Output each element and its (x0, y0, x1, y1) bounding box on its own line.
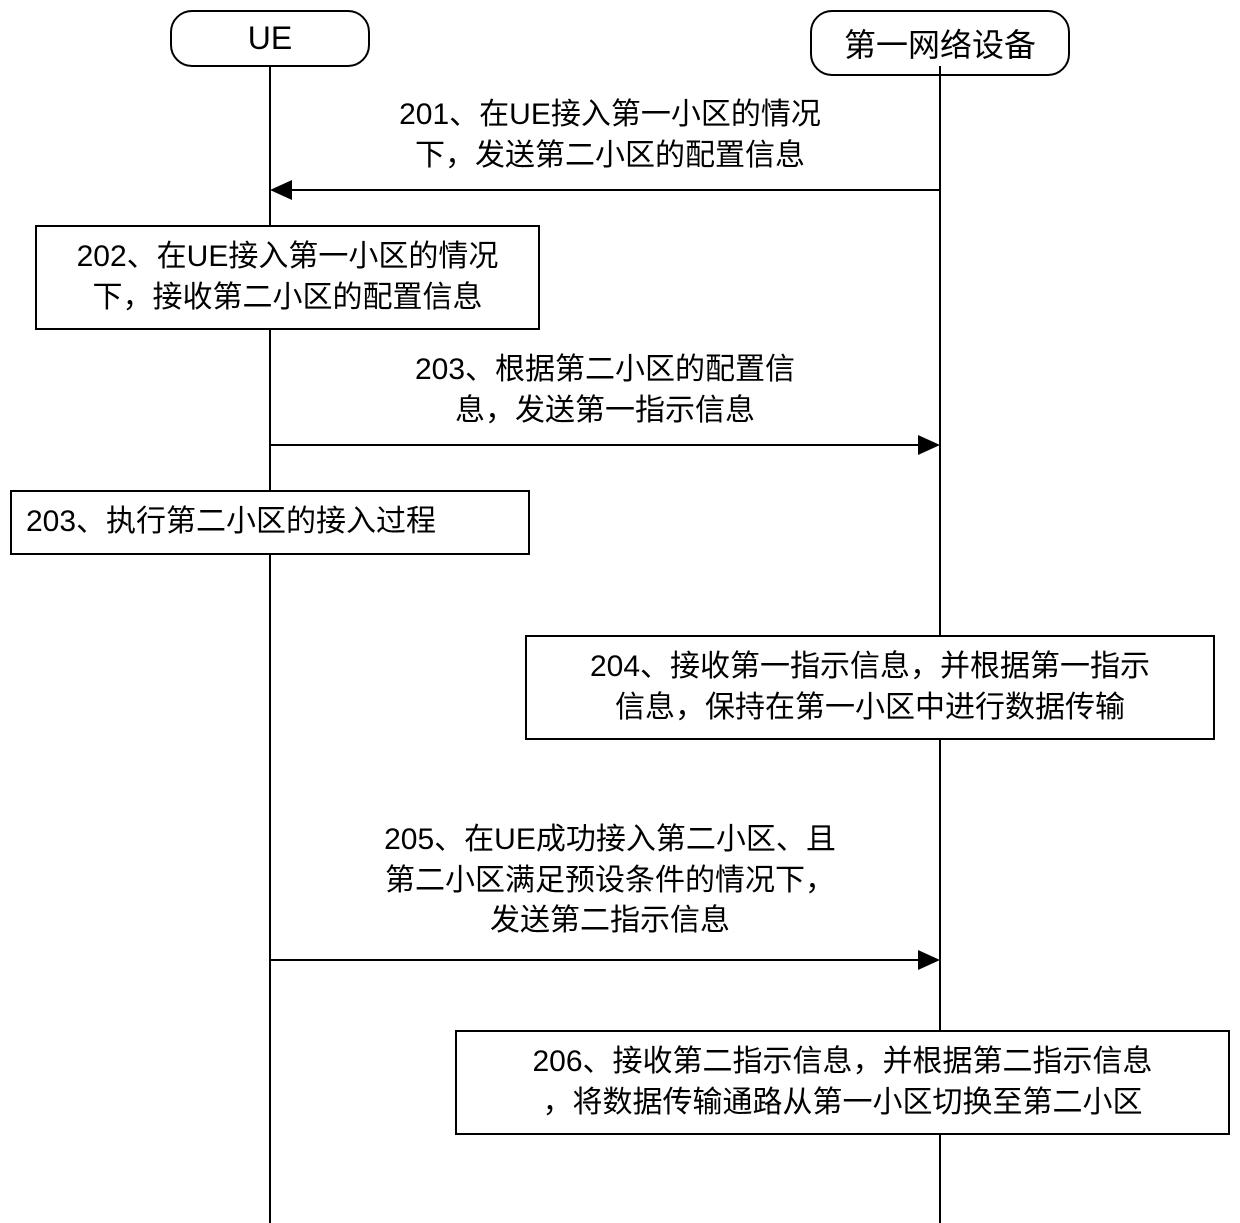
msg-203a-arrow-line (270, 444, 918, 446)
msg-203a-line2: 息，发送第一指示信息 (455, 394, 755, 427)
lifeline-net-seg2 (939, 735, 941, 1030)
box-202-line2: 下，接收第二小区的配置信息 (93, 281, 483, 314)
msg-205-line1: 205、在UE成功接入第二小区、且 (384, 823, 836, 856)
box-206-line1: 206、接收第二指示信息，并根据第二指示信息 (532, 1045, 1152, 1078)
box-206-line2: ，将数据传输通路从第一小区切换至第二小区 (543, 1086, 1143, 1119)
lifeline-ue-seg2 (269, 325, 271, 490)
msg-201-arrow-line (292, 189, 940, 191)
msg-201-arrow-head (270, 180, 292, 200)
sequence-diagram: UE 第一网络设备 201、在UE接入第一小区的情况 下，发送第二小区的配置信息… (0, 0, 1240, 1223)
box-204: 204、接收第一指示信息，并根据第一指示 信息，保持在第一小区中进行数据传输 (525, 635, 1215, 740)
lifeline-net-seg1 (939, 66, 941, 635)
lifeline-ue-seg1 (269, 66, 271, 225)
msg-205-arrow-head (918, 950, 940, 970)
box-203b: 203、执行第二小区的接入过程 (10, 490, 530, 555)
msg-201-label: 201、在UE接入第一小区的情况 下，发送第二小区的配置信息 (330, 95, 890, 176)
msg-201-line1: 201、在UE接入第一小区的情况 (399, 98, 821, 131)
participant-ue: UE (170, 10, 370, 67)
box-202-line1: 202、在UE接入第一小区的情况 (77, 240, 499, 273)
msg-205-line3: 发送第二指示信息 (490, 904, 730, 937)
box-203b-line1: 203、执行第二小区的接入过程 (26, 505, 436, 538)
box-202: 202、在UE接入第一小区的情况 下，接收第二小区的配置信息 (35, 225, 540, 330)
msg-203a-arrow-head (918, 435, 940, 455)
msg-201-line2: 下，发送第二小区的配置信息 (415, 139, 805, 172)
msg-205-line2: 第二小区满足预设条件的情况下， (385, 864, 835, 897)
box-204-line2: 信息，保持在第一小区中进行数据传输 (615, 691, 1125, 724)
lifeline-ue-seg3 (269, 550, 271, 1223)
participant-net-label: 第一网络设备 (844, 27, 1036, 63)
msg-205-label: 205、在UE成功接入第二小区、且 第二小区满足预设条件的情况下， 发送第二指示… (320, 820, 900, 942)
lifeline-net-seg3 (939, 1130, 941, 1223)
msg-203a-label: 203、根据第二小区的配置信 息，发送第一指示信息 (335, 350, 875, 431)
box-204-line1: 204、接收第一指示信息，并根据第一指示 (590, 650, 1150, 683)
participant-ue-label: UE (248, 20, 292, 56)
msg-203a-line1: 203、根据第二小区的配置信 (415, 353, 795, 386)
msg-205-arrow-line (270, 959, 918, 961)
box-206: 206、接收第二指示信息，并根据第二指示信息 ，将数据传输通路从第一小区切换至第… (455, 1030, 1230, 1135)
